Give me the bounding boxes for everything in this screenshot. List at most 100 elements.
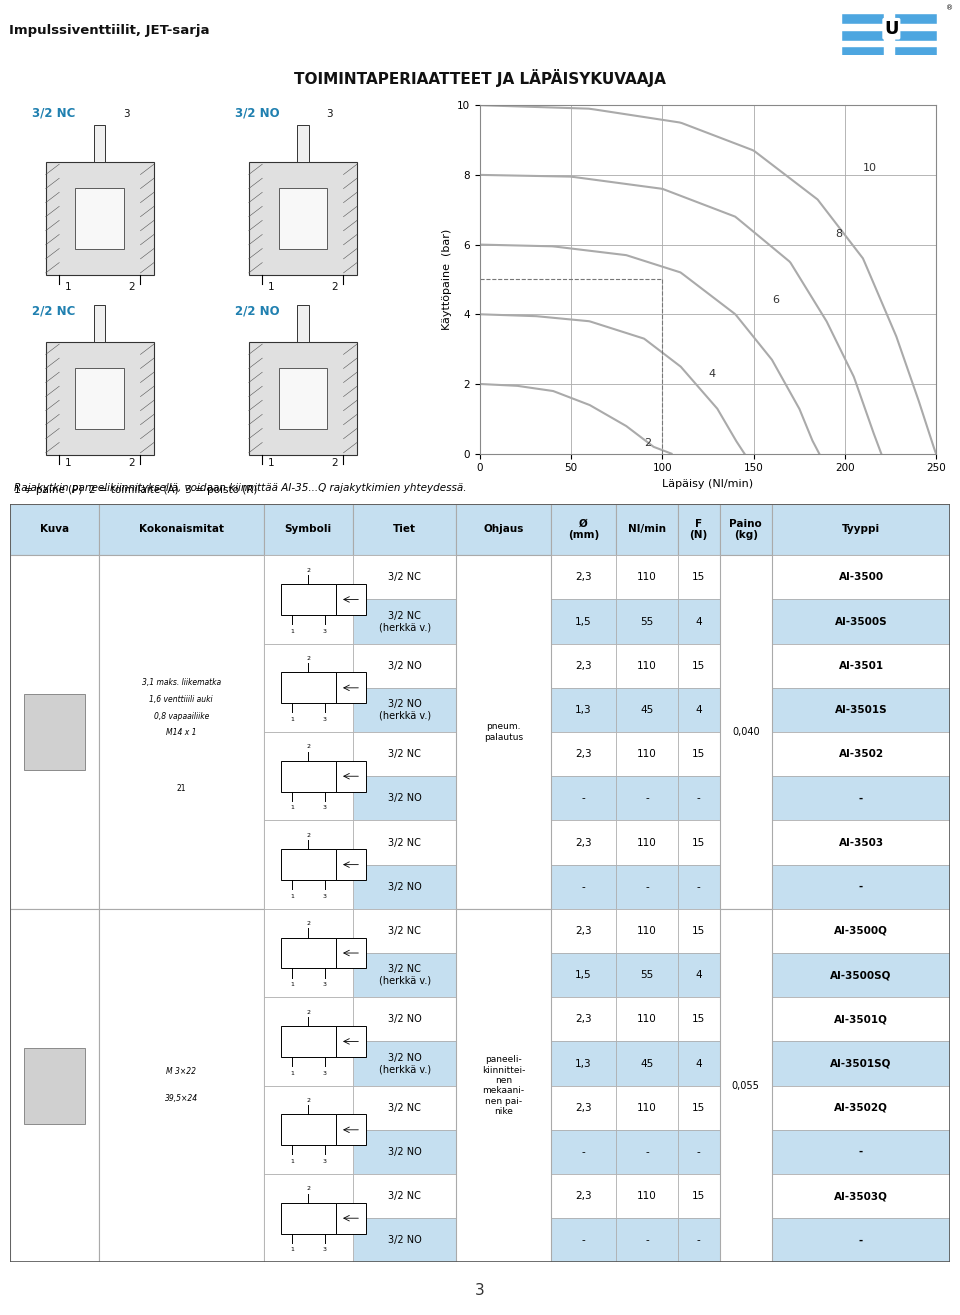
Bar xyxy=(264,732,353,821)
Text: -: - xyxy=(697,793,701,803)
Bar xyxy=(772,1086,950,1130)
Text: AI-3500S: AI-3500S xyxy=(834,617,887,626)
Bar xyxy=(353,555,457,600)
Bar xyxy=(264,1086,353,1174)
Bar xyxy=(264,643,353,732)
Text: 1: 1 xyxy=(290,629,294,634)
Bar xyxy=(678,688,720,732)
Text: TOIMINTAPERIAATTEET JA LÄPÄISYKUVAAJA: TOIMINTAPERIAATTEET JA LÄPÄISYKUVAAJA xyxy=(294,68,666,87)
Text: 0,8 vapaailiike: 0,8 vapaailiike xyxy=(154,711,209,721)
Text: Ohjaus: Ohjaus xyxy=(483,525,524,534)
Text: U: U xyxy=(884,20,899,38)
Bar xyxy=(678,953,720,997)
Text: 1 = paine (P)  2 = toimilaite (A)  3 = poisto (R): 1 = paine (P) 2 = toimilaite (A) 3 = poi… xyxy=(14,485,257,494)
Bar xyxy=(281,938,336,968)
Bar xyxy=(616,1174,678,1218)
Text: 2: 2 xyxy=(306,744,310,750)
Text: 3/2 NO: 3/2 NO xyxy=(388,882,421,892)
Bar xyxy=(94,125,106,162)
Bar xyxy=(99,504,264,555)
Bar xyxy=(678,732,720,776)
Bar xyxy=(353,504,457,555)
Bar xyxy=(353,776,457,821)
Text: 2: 2 xyxy=(128,458,134,468)
Text: paneeli-
kiinnittei-
nen
mekaani-
nen pai-
nike: paneeli- kiinnittei- nen mekaani- nen pa… xyxy=(482,1055,525,1116)
Text: 0,040: 0,040 xyxy=(732,727,759,736)
Text: 15: 15 xyxy=(692,1103,706,1112)
Bar xyxy=(353,643,457,688)
Text: 110: 110 xyxy=(637,660,657,671)
Text: 6: 6 xyxy=(772,296,779,305)
Bar xyxy=(616,1218,678,1262)
Bar xyxy=(678,555,720,600)
Bar xyxy=(678,865,720,909)
Text: Tyyppi: Tyyppi xyxy=(842,525,880,534)
Text: Paino
(kg): Paino (kg) xyxy=(730,518,762,540)
Bar xyxy=(550,953,616,997)
Bar xyxy=(616,953,678,997)
Bar xyxy=(264,821,353,909)
Bar xyxy=(616,1130,678,1174)
Bar xyxy=(46,342,154,455)
Bar xyxy=(336,1114,366,1145)
Text: -: - xyxy=(582,1235,586,1245)
Text: 2,3: 2,3 xyxy=(575,838,591,848)
Text: 45: 45 xyxy=(640,1059,654,1069)
Y-axis label: Käyttöpaine  (bar): Käyttöpaine (bar) xyxy=(442,229,451,330)
Text: 110: 110 xyxy=(637,1014,657,1024)
Bar xyxy=(616,865,678,909)
Bar xyxy=(678,1130,720,1174)
Text: Nl/min: Nl/min xyxy=(628,525,666,534)
Text: 4: 4 xyxy=(695,970,702,980)
Text: 3/2 NC: 3/2 NC xyxy=(388,572,421,583)
Text: 1: 1 xyxy=(65,281,72,292)
Bar xyxy=(678,600,720,643)
Text: 2: 2 xyxy=(306,832,310,838)
Text: AI-3502: AI-3502 xyxy=(838,750,883,759)
Bar xyxy=(772,865,950,909)
Text: 3/2 NC: 3/2 NC xyxy=(388,750,421,759)
Text: 2/2 NO: 2/2 NO xyxy=(235,305,279,318)
Bar xyxy=(46,162,154,275)
Bar xyxy=(264,997,353,1086)
Text: AI-3501SQ: AI-3501SQ xyxy=(830,1059,892,1069)
Text: 10: 10 xyxy=(863,163,877,174)
Text: -: - xyxy=(859,882,863,892)
Text: 1: 1 xyxy=(290,894,294,898)
Text: 3/2 NC: 3/2 NC xyxy=(388,1103,421,1112)
Bar xyxy=(281,1203,336,1233)
Bar xyxy=(353,1174,457,1218)
Bar xyxy=(281,672,336,704)
Bar xyxy=(249,342,357,455)
Text: 3/2 NO: 3/2 NO xyxy=(388,660,421,671)
Bar xyxy=(772,776,950,821)
Text: Tiet: Tiet xyxy=(394,525,417,534)
Bar xyxy=(336,849,366,880)
Text: 3: 3 xyxy=(323,894,326,898)
Bar xyxy=(772,1041,950,1086)
Bar xyxy=(550,1041,616,1086)
Bar xyxy=(457,555,550,909)
Text: 15: 15 xyxy=(692,926,706,936)
Text: 2: 2 xyxy=(306,1010,310,1015)
Bar xyxy=(353,821,457,865)
Text: 2,3: 2,3 xyxy=(575,660,591,671)
Text: 3: 3 xyxy=(323,1248,326,1252)
Bar xyxy=(76,188,124,250)
Text: 3: 3 xyxy=(323,805,326,810)
Bar xyxy=(678,909,720,953)
Bar xyxy=(678,1041,720,1086)
Text: -: - xyxy=(645,793,649,803)
Bar xyxy=(353,1130,457,1174)
Text: 55: 55 xyxy=(640,970,654,980)
Text: 39,5×24: 39,5×24 xyxy=(165,1094,198,1103)
Text: 2: 2 xyxy=(306,568,310,572)
Text: Ø
(mm): Ø (mm) xyxy=(568,518,599,540)
Bar xyxy=(772,1174,950,1218)
Bar xyxy=(281,1026,336,1057)
Text: 2,3: 2,3 xyxy=(575,1103,591,1112)
Bar xyxy=(842,47,884,58)
Bar xyxy=(550,643,616,688)
Bar xyxy=(353,953,457,997)
Bar xyxy=(772,600,950,643)
